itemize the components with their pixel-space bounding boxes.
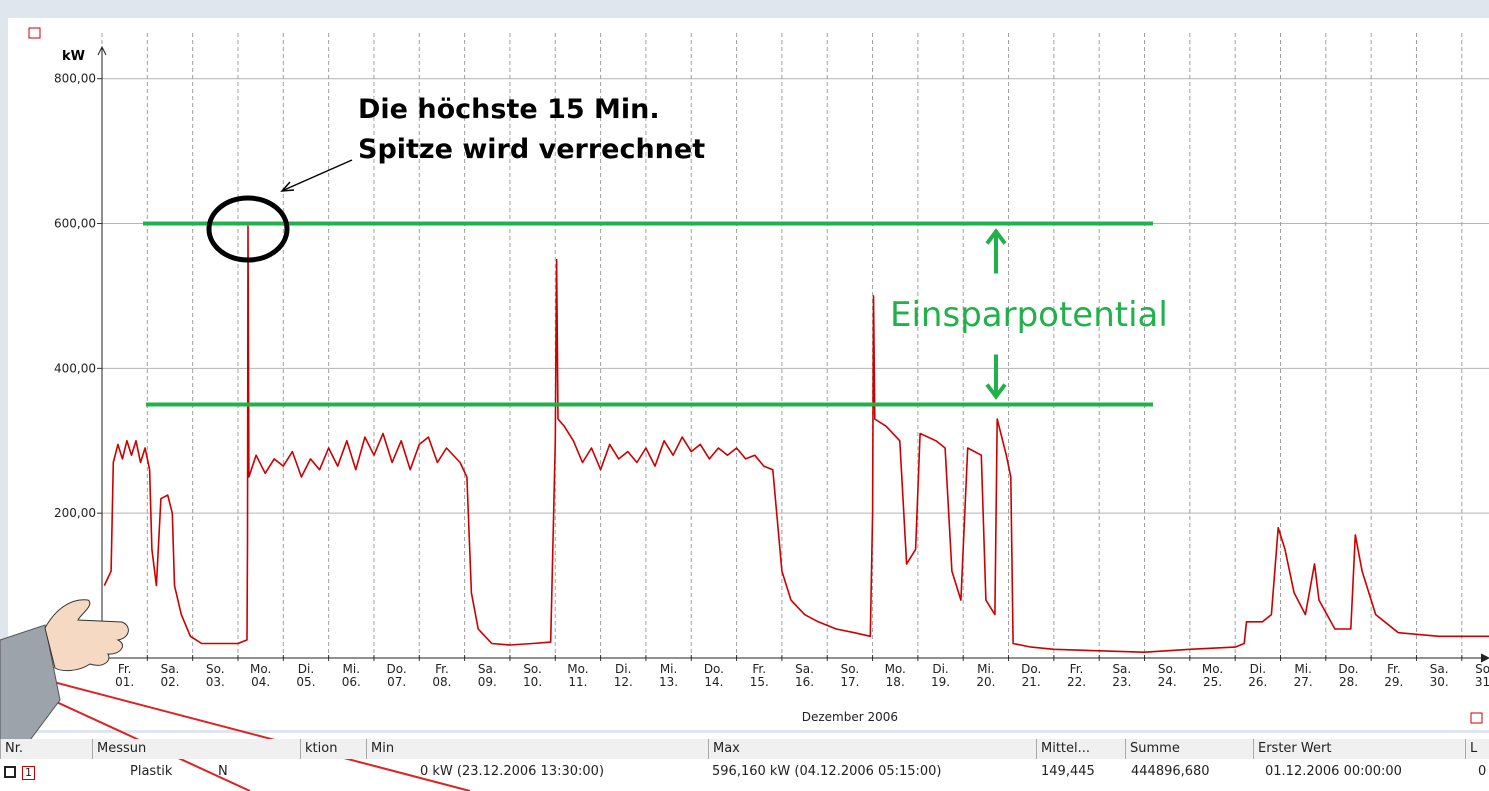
- x-tick-label: Fr. 08.: [427, 663, 457, 689]
- x-tick-label: Fr. 01.: [110, 663, 140, 689]
- table-cell: N: [218, 762, 228, 782]
- x-tick-label: Di. 12.: [608, 663, 638, 689]
- panel-icon[interactable]: [29, 28, 40, 38]
- x-tick-label: Sa. 30.: [1424, 663, 1454, 689]
- x-tick-label: Mi. 13.: [654, 663, 684, 689]
- y-tick-label: 800,00: [54, 72, 96, 86]
- x-tick-label: Mo. 25.: [1198, 663, 1228, 689]
- table-header-cell: Max: [708, 739, 1036, 759]
- table-header-cell: Mittel...: [1036, 739, 1125, 759]
- x-tick-label: Fr. 15.: [744, 663, 774, 689]
- x-tick-label: Sa. 09.: [472, 663, 502, 689]
- annotation-text: Die höchste 15 Min.: [358, 94, 660, 125]
- table-cell: 01.12.2006 00:00:00: [1265, 762, 1402, 782]
- x-tick-label: Do. 07.: [382, 663, 412, 689]
- y-tick-label: 600,00: [54, 217, 96, 231]
- x-tick-label: Sa. 02.: [155, 663, 185, 689]
- table-header-cell: Messun: [92, 739, 300, 759]
- x-tick-label: So. 17.: [835, 663, 865, 689]
- x-tick-label: So. 31.: [1469, 663, 1489, 689]
- table-cell: 0 kW (23.12.2006 13:30:00): [420, 762, 604, 782]
- y-unit: kW: [62, 49, 85, 64]
- table-header-cell: L: [1465, 739, 1489, 759]
- table-cell: 1: [22, 766, 35, 780]
- table-cell: 149,445: [1041, 762, 1095, 782]
- table-header-cell: Min: [366, 739, 708, 759]
- panel-icon[interactable]: [1471, 713, 1482, 723]
- x-tick-label: Mi. 20.: [971, 663, 1001, 689]
- x-tick-label: Mi. 27.: [1288, 663, 1318, 689]
- x-tick-label: Mo. 11.: [563, 663, 593, 689]
- x-tick-label: Di. 19.: [926, 663, 956, 689]
- table-cell: 0: [1478, 762, 1486, 782]
- table-header-cell: ktion: [300, 739, 366, 759]
- x-tick-label: Do. 28.: [1333, 663, 1363, 689]
- y-tick-label: 200,00: [54, 506, 96, 520]
- x-tick-label: Sa. 23.: [1107, 663, 1137, 689]
- savings-label: Einsparpotential: [890, 295, 1168, 335]
- table-cell: 596,160 kW (04.12.2006 05:15:00): [712, 762, 942, 782]
- table-header-cell: Summe: [1125, 739, 1253, 759]
- x-tick-label: Do. 21.: [1016, 663, 1046, 689]
- x-tick-label: Fr. 22.: [1062, 663, 1092, 689]
- annotation-text: Spitze wird verrechnet: [358, 134, 705, 165]
- row-checkbox[interactable]: [4, 766, 16, 778]
- y-tick-label: 400,00: [54, 361, 96, 375]
- app-window: kW 200,00 400,00 600,00 800,00 Dezember 2006…: [0, 0, 1489, 791]
- x-tick-label: So. 24.: [1152, 663, 1182, 689]
- table-header-cell: Nr.: [0, 739, 92, 759]
- x-tick-label: Di. 05.: [291, 663, 321, 689]
- table-header-cell: Erster Wert: [1253, 739, 1465, 759]
- x-tick-label: So. 03.: [200, 663, 230, 689]
- x-tick-label: Fr. 29.: [1379, 663, 1409, 689]
- x-tick-label: Mi. 06.: [336, 663, 366, 689]
- plot-panel: [8, 18, 1489, 730]
- table-cell: 444896,680: [1131, 762, 1210, 782]
- x-tick-label: Do. 14.: [699, 663, 729, 689]
- x-axis-label: Dezember 2006: [802, 710, 898, 724]
- x-tick-label: Mo. 04.: [246, 663, 276, 689]
- x-tick-label: Mo. 18.: [880, 663, 910, 689]
- x-tick-label: So. 10.: [518, 663, 548, 689]
- x-tick-label: Di. 26.: [1243, 663, 1273, 689]
- x-tick-label: Sa. 16.: [790, 663, 820, 689]
- table-cell: Plastik: [130, 762, 172, 782]
